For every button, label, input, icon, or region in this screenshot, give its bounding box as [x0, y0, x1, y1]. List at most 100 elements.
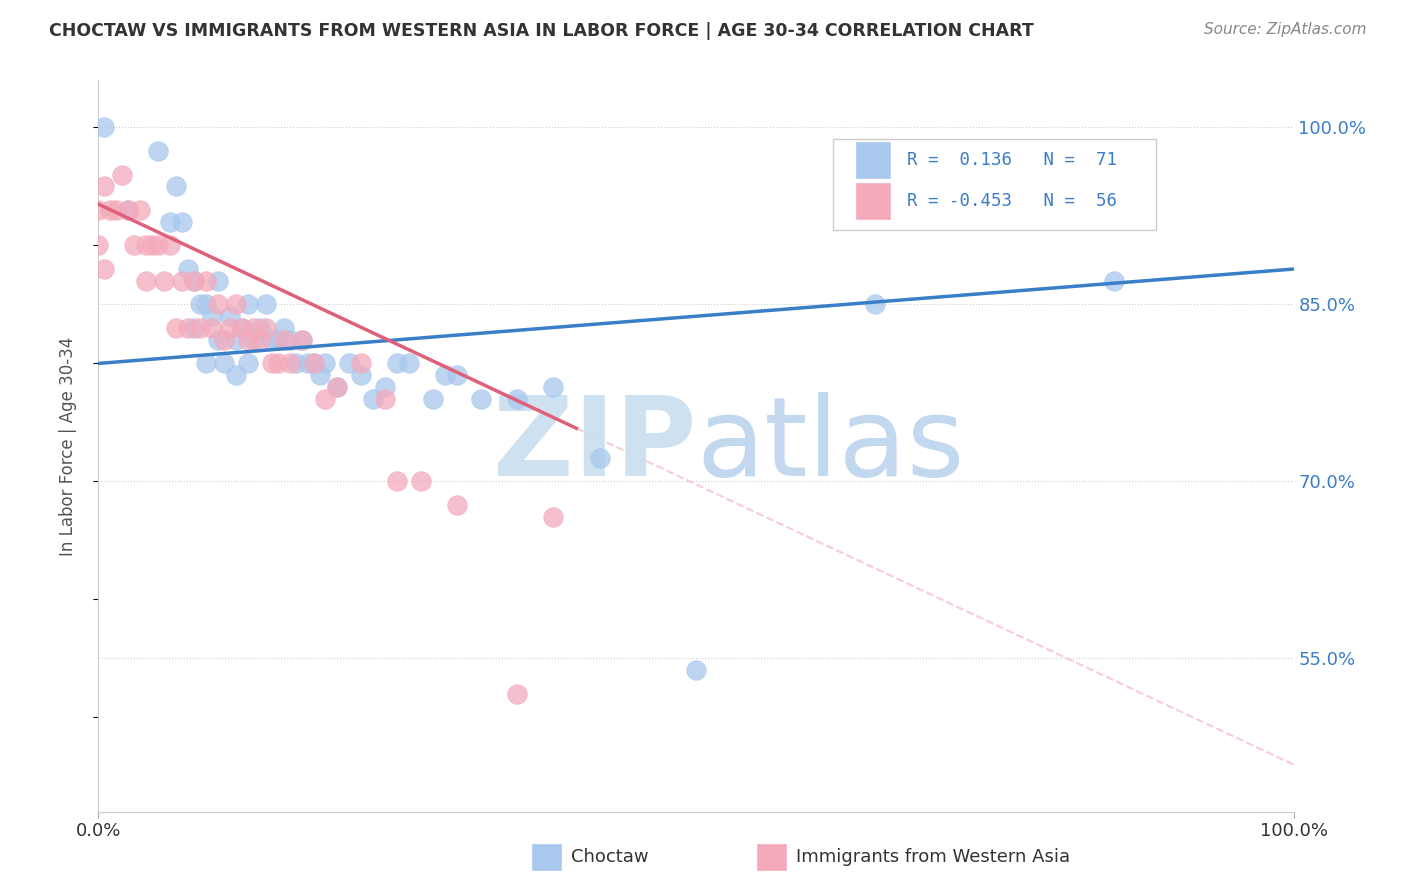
Point	[117, 202, 139, 217]
Point	[159, 215, 181, 229]
Point	[254, 321, 277, 335]
Point	[267, 333, 290, 347]
Text: Source: ZipAtlas.com: Source: ZipAtlas.com	[1204, 22, 1367, 37]
Point	[434, 368, 457, 383]
Point	[308, 368, 330, 383]
Point	[291, 333, 314, 347]
Point	[93, 120, 115, 135]
Point	[236, 333, 259, 347]
Point	[284, 356, 307, 370]
Point	[363, 392, 385, 406]
Point	[302, 356, 325, 370]
Point	[385, 356, 409, 370]
Point	[148, 238, 170, 252]
Point	[267, 356, 290, 370]
Point	[183, 321, 205, 335]
Point	[105, 202, 128, 217]
Point	[385, 475, 409, 489]
Text: atlas: atlas	[696, 392, 965, 500]
Point	[350, 368, 373, 383]
Point	[159, 238, 181, 252]
Point	[506, 687, 529, 701]
Point	[183, 274, 205, 288]
Point	[398, 356, 420, 370]
Point	[260, 333, 283, 347]
Point	[231, 321, 253, 335]
Point	[243, 321, 266, 335]
Point	[236, 356, 259, 370]
Point	[165, 179, 187, 194]
Point	[195, 297, 218, 311]
Point	[93, 262, 115, 277]
Point	[411, 475, 433, 489]
Point	[124, 238, 146, 252]
Point	[374, 380, 396, 394]
Text: R =  0.136   N =  71: R = 0.136 N = 71	[907, 152, 1116, 169]
Point	[506, 392, 529, 406]
Point	[148, 144, 170, 158]
Point	[470, 392, 492, 406]
Text: CHOCTAW VS IMMIGRANTS FROM WESTERN ASIA IN LABOR FORCE | AGE 30-34 CORRELATION C: CHOCTAW VS IMMIGRANTS FROM WESTERN ASIA …	[49, 22, 1033, 40]
Point	[212, 333, 235, 347]
Point	[201, 310, 224, 324]
Point	[172, 274, 194, 288]
Point	[273, 333, 295, 347]
FancyBboxPatch shape	[855, 141, 891, 179]
Point	[219, 321, 242, 335]
Point	[219, 310, 242, 324]
Point	[231, 321, 253, 335]
Point	[254, 297, 277, 311]
Point	[135, 238, 157, 252]
Point	[326, 380, 349, 394]
Point	[195, 356, 218, 370]
Point	[350, 356, 373, 370]
Point	[1104, 274, 1126, 288]
Point	[188, 297, 211, 311]
Text: Immigrants from Western Asia: Immigrants from Western Asia	[796, 848, 1070, 866]
Point	[141, 238, 163, 252]
Point	[541, 509, 564, 524]
Point	[339, 356, 361, 370]
Point	[291, 333, 314, 347]
Point	[207, 333, 229, 347]
Point	[685, 663, 707, 677]
Point	[278, 333, 301, 347]
Point	[374, 392, 396, 406]
Point	[188, 321, 211, 335]
Point	[212, 356, 235, 370]
Point	[165, 321, 187, 335]
Point	[135, 274, 157, 288]
Point	[315, 392, 337, 406]
Point	[422, 392, 444, 406]
Point	[249, 333, 271, 347]
Point	[446, 368, 468, 383]
Point	[177, 262, 200, 277]
Point	[260, 356, 283, 370]
Point	[111, 168, 134, 182]
Point	[243, 333, 266, 347]
Point	[865, 297, 887, 311]
Point	[541, 380, 564, 394]
Point	[446, 498, 468, 512]
Point	[129, 202, 152, 217]
Point	[153, 274, 176, 288]
Point	[225, 368, 247, 383]
Point	[273, 321, 295, 335]
Point	[297, 356, 319, 370]
Point	[172, 215, 194, 229]
Point	[201, 321, 224, 335]
Point	[195, 274, 218, 288]
Point	[315, 356, 337, 370]
Point	[177, 321, 200, 335]
Point	[87, 202, 110, 217]
Point	[87, 238, 110, 252]
Point	[278, 356, 301, 370]
Point	[249, 321, 271, 335]
Point	[117, 202, 139, 217]
Point	[589, 450, 612, 465]
Text: R = -0.453   N =  56: R = -0.453 N = 56	[907, 192, 1116, 210]
Point	[302, 356, 325, 370]
Point	[98, 202, 122, 217]
Point	[225, 333, 247, 347]
Point	[207, 274, 229, 288]
